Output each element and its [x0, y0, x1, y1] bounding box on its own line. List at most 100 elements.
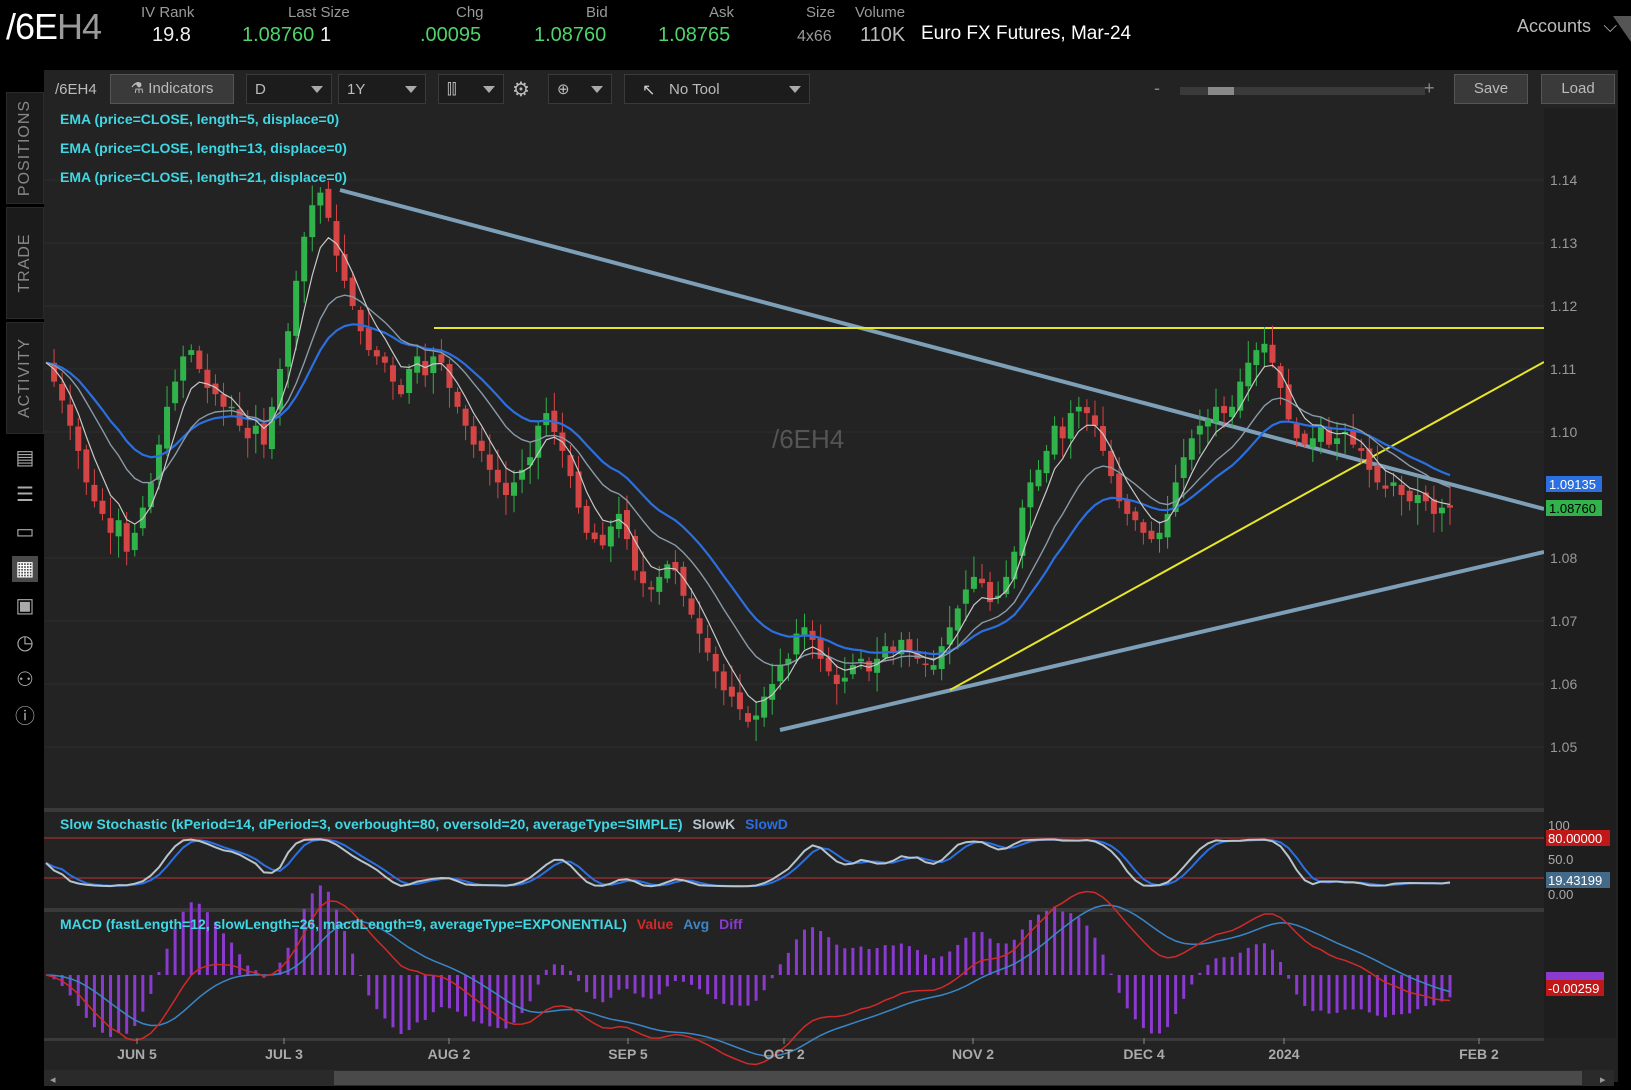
- candle-body[interactable]: [164, 406, 171, 449]
- candle-body[interactable]: [172, 381, 179, 404]
- ema5-label[interactable]: EMA (price=CLOSE, length=5, displace=0): [60, 111, 340, 127]
- candle-body[interactable]: [349, 277, 356, 306]
- candle-body[interactable]: [615, 513, 622, 530]
- candle-body[interactable]: [470, 426, 477, 445]
- candle-body[interactable]: [180, 356, 187, 381]
- candle-body[interactable]: [478, 440, 485, 451]
- candle-body[interactable]: [1374, 465, 1381, 483]
- candle-body[interactable]: [1051, 425, 1058, 455]
- candle-body[interactable]: [841, 677, 848, 682]
- candle-body[interactable]: [204, 369, 211, 388]
- candle-body[interactable]: [1293, 423, 1300, 439]
- candle-body[interactable]: [365, 328, 372, 351]
- candle-body[interactable]: [898, 639, 905, 655]
- candle-body[interactable]: [866, 661, 873, 672]
- candle-body[interactable]: [75, 426, 82, 451]
- candle-body[interactable]: [785, 658, 792, 665]
- scroll-left-icon[interactable]: ◂: [50, 1074, 56, 1086]
- indicators-button[interactable]: ⚗ Indicators: [110, 74, 234, 104]
- candle-body[interactable]: [494, 469, 501, 483]
- candle-body[interactable]: [1140, 522, 1147, 533]
- candle-body[interactable]: [1172, 482, 1179, 513]
- candle-body[interactable]: [922, 663, 929, 666]
- chart-style-select[interactable]: ⫿⫿: [438, 74, 504, 104]
- candle-body[interactable]: [260, 423, 267, 445]
- tab-trade[interactable]: TRADE: [6, 207, 44, 319]
- candle-body[interactable]: [406, 369, 413, 394]
- candle-body[interactable]: [107, 518, 114, 533]
- chart-icon[interactable]: ▦: [12, 556, 38, 582]
- candle-body[interactable]: [543, 413, 550, 426]
- list-icon[interactable]: ☰: [16, 484, 34, 506]
- candle-body[interactable]: [930, 665, 937, 670]
- tv-icon[interactable]: ▭: [15, 521, 35, 543]
- candle-body[interactable]: [728, 686, 735, 697]
- candle-body[interactable]: [1422, 492, 1429, 502]
- zoom-out-button[interactable]: -: [1154, 78, 1160, 98]
- candle-body[interactable]: [1188, 438, 1195, 460]
- save-button[interactable]: Save: [1454, 74, 1528, 104]
- candle-body[interactable]: [680, 566, 687, 596]
- zoom-slider-handle[interactable]: [1208, 87, 1234, 95]
- candle-body[interactable]: [720, 671, 727, 691]
- candle-body[interactable]: [745, 713, 751, 722]
- candle-body[interactable]: [1309, 438, 1316, 448]
- candle-body[interactable]: [753, 715, 760, 720]
- candle-body[interactable]: [535, 425, 542, 458]
- candle-body[interactable]: [212, 383, 219, 395]
- candle-body[interactable]: [1059, 426, 1066, 439]
- candle-body[interactable]: [648, 587, 655, 590]
- candle-body[interactable]: [1334, 438, 1341, 444]
- candle-body[interactable]: [220, 394, 227, 407]
- candle-body[interactable]: [67, 404, 74, 426]
- candle-body[interactable]: [1245, 362, 1252, 387]
- zoom-in-button[interactable]: +: [1424, 78, 1435, 98]
- candle-body[interactable]: [430, 356, 437, 374]
- period-select[interactable]: 1Y: [338, 74, 426, 104]
- load-button[interactable]: Load: [1541, 74, 1615, 104]
- candle-body[interactable]: [1390, 482, 1397, 486]
- scrollbar-thumb[interactable]: [334, 1071, 1582, 1085]
- candle-body[interactable]: [1027, 482, 1034, 508]
- candle-body[interactable]: [333, 221, 340, 256]
- aggregation-select[interactable]: D: [246, 74, 332, 104]
- candle-body[interactable]: [1067, 413, 1074, 439]
- candle-body[interactable]: [1237, 381, 1244, 411]
- candle-body[interactable]: [769, 684, 776, 700]
- candle-body[interactable]: [1019, 507, 1026, 556]
- candle-body[interactable]: [1277, 366, 1284, 388]
- candle-body[interactable]: [688, 598, 695, 615]
- ask-value[interactable]: 1.08765: [658, 24, 731, 46]
- candle-body[interactable]: [849, 665, 856, 675]
- candle-body[interactable]: [1358, 448, 1365, 451]
- candle-body[interactable]: [1414, 495, 1421, 504]
- candle-body[interactable]: [244, 427, 251, 439]
- candle-body[interactable]: [801, 627, 808, 636]
- candle-body[interactable]: [1406, 490, 1413, 502]
- candle-body[interactable]: [987, 581, 994, 603]
- tab-activity[interactable]: ACTIVITY: [6, 322, 44, 434]
- candle-body[interactable]: [575, 471, 582, 508]
- candle-body[interactable]: [1180, 457, 1187, 478]
- candle-body[interactable]: [1204, 419, 1211, 427]
- candle-body[interactable]: [954, 608, 961, 631]
- candle-body[interactable]: [301, 236, 308, 282]
- scroll-right-icon[interactable]: ▸: [1600, 1074, 1606, 1086]
- candle-body[interactable]: [1003, 576, 1010, 595]
- candle-body[interactable]: [817, 637, 824, 659]
- macd-label[interactable]: MACD (fastLength=12, slowLength=26, macd…: [60, 916, 743, 932]
- candle-body[interactable]: [777, 665, 784, 682]
- candle-body[interactable]: [91, 484, 98, 502]
- candle-body[interactable]: [890, 646, 897, 653]
- candle-body[interactable]: [1325, 429, 1332, 445]
- chevron-down-icon[interactable]: ⌵: [1603, 16, 1617, 36]
- candle-body[interactable]: [1011, 551, 1018, 580]
- candle-body[interactable]: [511, 482, 517, 496]
- candle-body[interactable]: [1221, 405, 1228, 414]
- candle-body[interactable]: [857, 658, 864, 662]
- candle-body[interactable]: [59, 384, 66, 401]
- candle-body[interactable]: [1116, 473, 1123, 502]
- candle-body[interactable]: [131, 532, 138, 551]
- candle-body[interactable]: [1382, 485, 1389, 489]
- candle-body[interactable]: [1132, 511, 1139, 521]
